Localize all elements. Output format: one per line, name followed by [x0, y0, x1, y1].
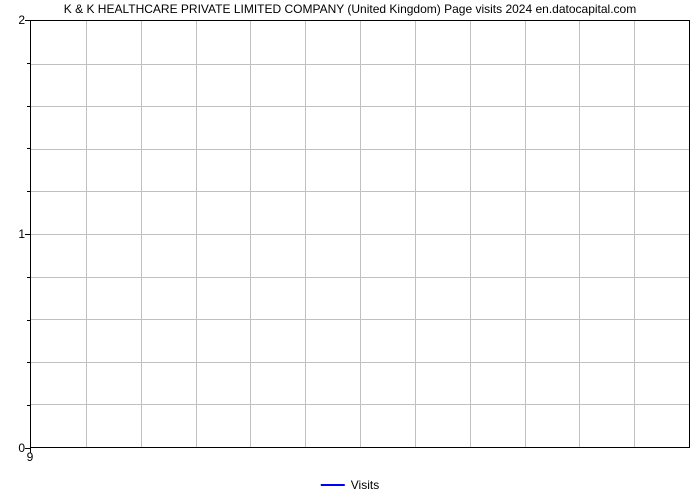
y-tick	[25, 20, 30, 21]
legend-label: Visits	[351, 478, 379, 492]
grid-line	[360, 21, 361, 447]
grid-line	[196, 21, 197, 447]
chart-title: K & K HEALTHCARE PRIVATE LIMITED COMPANY…	[0, 2, 700, 16]
grid-line	[525, 21, 526, 447]
y-axis-label: 2	[18, 13, 25, 27]
plot-area	[30, 20, 690, 448]
y-minor-tick	[27, 106, 30, 107]
y-minor-tick	[27, 362, 30, 363]
grid-line	[470, 21, 471, 447]
legend-swatch	[321, 484, 345, 486]
y-axis-label: 1	[18, 227, 25, 241]
grid-line	[305, 21, 306, 447]
grid-line	[634, 21, 635, 447]
y-minor-tick	[27, 191, 30, 192]
y-minor-tick	[27, 63, 30, 64]
y-axis-label: 0	[18, 441, 25, 455]
y-minor-tick	[27, 148, 30, 149]
grid-line	[579, 21, 580, 447]
grid-line	[86, 21, 87, 447]
y-minor-tick	[27, 277, 30, 278]
chart-legend: Visits	[321, 478, 379, 492]
x-tick	[30, 448, 31, 453]
visits-chart: K & K HEALTHCARE PRIVATE LIMITED COMPANY…	[0, 0, 700, 500]
grid-line	[250, 21, 251, 447]
y-minor-tick	[27, 405, 30, 406]
y-minor-tick	[27, 320, 30, 321]
y-tick	[25, 234, 30, 235]
grid-line	[415, 21, 416, 447]
grid-line	[141, 21, 142, 447]
